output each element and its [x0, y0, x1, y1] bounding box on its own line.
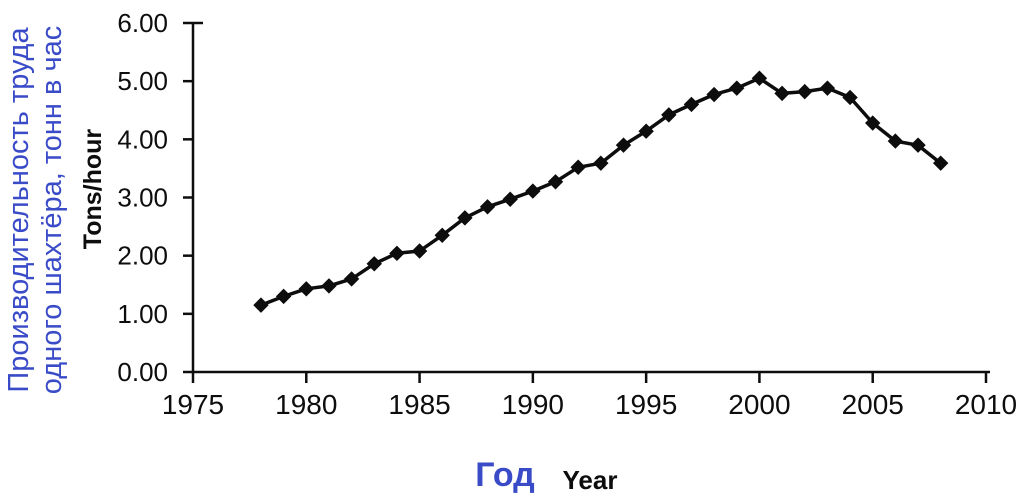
- data-point-marker: [343, 271, 360, 287]
- x-tick-label: 2000: [728, 389, 790, 420]
- data-point-marker: [819, 80, 836, 96]
- data-point-marker: [275, 288, 292, 305]
- productivity-line: [260, 76, 942, 307]
- data-point-marker: [751, 70, 768, 86]
- data-point-marker: [661, 107, 677, 123]
- data-point-marker: [774, 85, 790, 102]
- y-axis-title-line2: одного шахтёра, тонн в час: [36, 25, 68, 395]
- data-point-marker: [887, 133, 904, 149]
- data-point-marker: [706, 86, 722, 103]
- data-point-marker: [389, 245, 405, 262]
- x-tick-label: 2010: [955, 389, 1017, 420]
- y-tick-label: 1.00: [117, 299, 168, 329]
- data-point-marker: [797, 83, 813, 100]
- x-axis-title-russian: Год: [475, 456, 535, 494]
- data-point-marker: [932, 155, 949, 171]
- data-point-marker: [865, 115, 881, 131]
- data-point-marker: [479, 199, 496, 215]
- y-tick-label: 3.00: [117, 183, 168, 213]
- data-point-marker: [253, 297, 269, 313]
- x-axis-title-english: Year: [562, 465, 618, 495]
- data-point-marker: [525, 183, 541, 199]
- data-point-marker: [366, 256, 382, 272]
- y-axis-title-line1: Производительность труда: [3, 27, 35, 393]
- data-point-marker: [457, 210, 473, 226]
- axis-lines: [191, 23, 990, 374]
- x-tick-label: 1990: [502, 389, 564, 420]
- y-tick-label: 6.00: [117, 8, 168, 38]
- y-tick-label: 2.00: [117, 241, 168, 271]
- y-tick-label: 4.00: [117, 124, 168, 154]
- data-point-marker: [683, 96, 700, 113]
- y-axis-title-russian: Производительность труда одного шахтёра,…: [3, 0, 71, 420]
- y-tick-label: 0.00: [117, 357, 168, 387]
- data-point-marker: [729, 80, 745, 96]
- data-point-marker: [298, 281, 314, 297]
- y-axis-title-english: Tons/hour: [79, 128, 107, 250]
- data-point-marker: [547, 174, 564, 190]
- x-tick-label: 1980: [275, 389, 337, 420]
- x-tick-label: 2005: [842, 389, 904, 420]
- y-tick-label: 5.00: [117, 66, 168, 96]
- x-tick-label: 1995: [615, 389, 677, 420]
- x-tick-label: 1985: [388, 389, 450, 420]
- data-point-marker: [411, 243, 428, 259]
- data-point-marker: [910, 137, 926, 153]
- data-point-marker: [502, 191, 518, 207]
- x-tick-label: 1975: [162, 389, 224, 420]
- data-point-marker: [638, 123, 654, 139]
- data-point-marker: [593, 155, 609, 171]
- data-point-marker: [570, 159, 586, 175]
- data-point-marker: [434, 227, 450, 244]
- data-point-marker: [842, 89, 858, 106]
- data-point-marker: [615, 137, 632, 153]
- data-point-marker: [321, 278, 337, 294]
